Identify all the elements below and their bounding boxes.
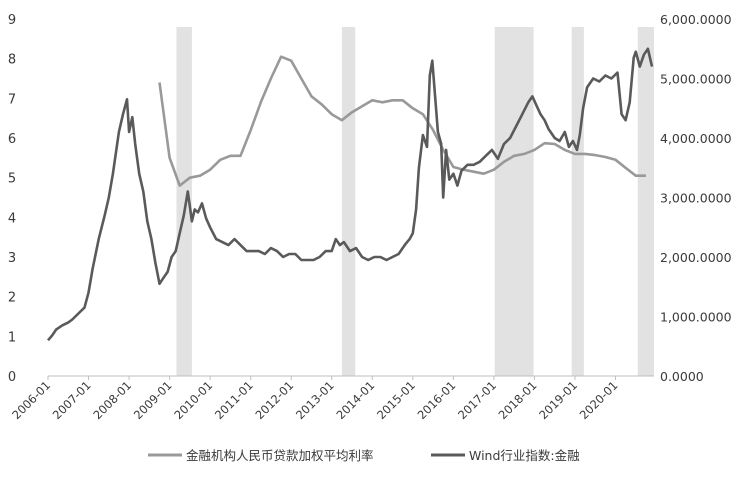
shaded-periods xyxy=(176,27,654,376)
legend: 金融机构人民币贷款加权平均利率 Wind行业指数:金融 xyxy=(148,448,580,463)
shaded-period-2 xyxy=(494,27,534,376)
left-tick-label: 7 xyxy=(8,92,16,107)
x-tick-label: 2013-01 xyxy=(293,378,337,422)
x-axis-ticks: 2006-012007-012008-012009-012010-012011-… xyxy=(9,376,621,422)
left-tick-label: 4 xyxy=(8,211,16,226)
shaded-period-3 xyxy=(571,27,584,376)
left-tick-label: 1 xyxy=(8,330,16,345)
x-tick-label: 2014-01 xyxy=(334,378,378,422)
shaded-period-1 xyxy=(341,27,356,376)
left-tick-label: 0 xyxy=(8,370,16,385)
x-tick-label: 2007-01 xyxy=(50,378,94,422)
right-axis-ticks: 0.0000 1,000.0000 2,000.0000 3,000.0000 4,00… xyxy=(660,12,732,384)
x-tick-label: 2017-01 xyxy=(455,378,499,422)
legend-label-rate: 金融机构人民币贷款加权平均利率 xyxy=(186,448,374,463)
shaded-period-0 xyxy=(176,27,192,376)
left-tick-label: 2 xyxy=(8,291,16,306)
left-tick-label: 9 xyxy=(8,13,16,28)
right-tick-label: 3,000.0000 xyxy=(660,191,732,206)
left-axis-ticks: 0 1 2 3 4 5 6 7 8 9 xyxy=(8,13,16,385)
right-tick-label: 1,000.0000 xyxy=(660,310,732,325)
x-tick-label: 2009-01 xyxy=(131,378,175,422)
left-tick-label: 8 xyxy=(8,53,16,68)
x-tick-label: 2015-01 xyxy=(374,378,418,422)
legend-label-index: Wind行业指数:金融 xyxy=(469,448,580,463)
left-tick-label: 3 xyxy=(8,251,16,266)
right-tick-label: 5,000.0000 xyxy=(660,72,732,87)
x-tick-label: 2012-01 xyxy=(252,378,296,422)
left-tick-label: 5 xyxy=(8,172,16,187)
x-tick-label: 2018-01 xyxy=(496,378,540,422)
series-line-rate xyxy=(158,55,646,187)
right-tick-label: 2,000.0000 xyxy=(660,250,732,265)
x-tick-label: 2011-01 xyxy=(212,378,256,422)
right-tick-label: 6,000.0000 xyxy=(660,12,732,27)
shaded-period-4 xyxy=(637,27,654,376)
x-tick-label: 2010-01 xyxy=(171,378,215,422)
series-lines xyxy=(47,47,654,342)
x-tick-label: 2008-01 xyxy=(90,378,134,422)
x-tick-label: 2020-01 xyxy=(577,378,621,422)
right-tick-label: 0.0000 xyxy=(660,369,704,384)
right-tick-label: 4,000.0000 xyxy=(660,131,732,146)
x-tick-label: 2019-01 xyxy=(536,378,580,422)
series-line-index xyxy=(47,47,654,342)
x-tick-label: 2016-01 xyxy=(415,378,459,422)
left-tick-label: 6 xyxy=(8,132,16,147)
